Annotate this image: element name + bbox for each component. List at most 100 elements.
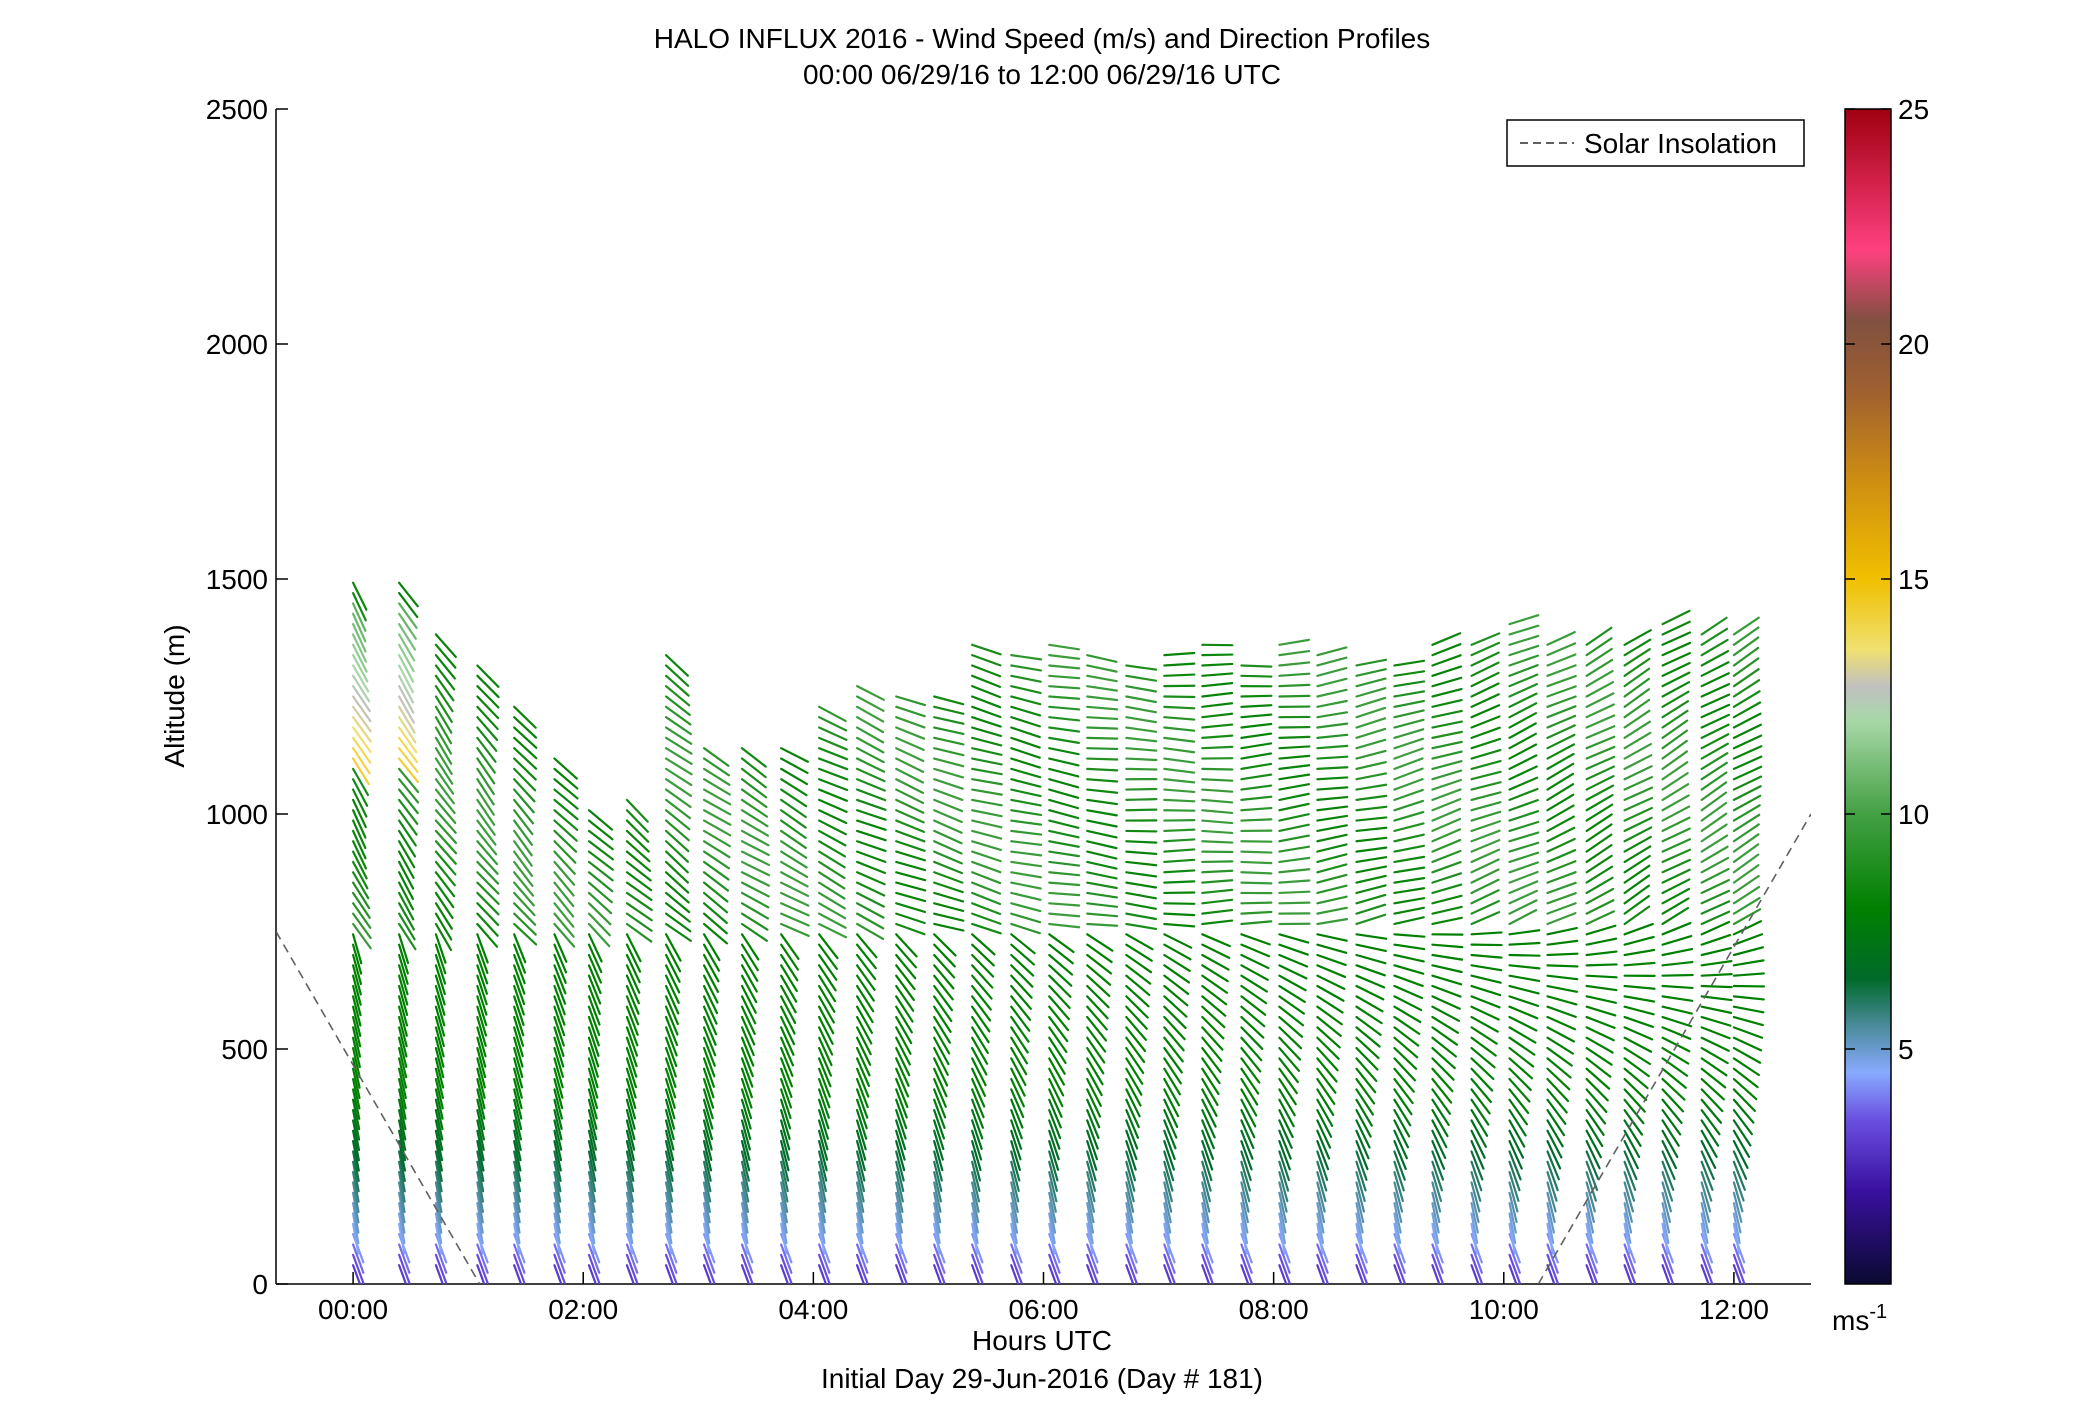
wind-barb: [1470, 1243, 1483, 1274]
wind-barb: [1585, 1140, 1601, 1170]
wind-barb: [1546, 1046, 1573, 1067]
wind-barb: [1048, 788, 1080, 799]
wind-barb: [1700, 713, 1730, 729]
wind-barb: [1508, 908, 1538, 926]
wind-barb: [895, 1067, 910, 1098]
wind-barb: [1623, 1191, 1633, 1224]
wind-barb: [1732, 616, 1760, 636]
wind-barb: [513, 1036, 524, 1068]
wind-barb: [1393, 690, 1426, 698]
wind-barb: [971, 695, 1002, 709]
wind-barb: [1585, 784, 1615, 802]
wind-barb: [1470, 693, 1500, 708]
wind-barb: [1048, 1160, 1058, 1192]
wind-barb: [895, 953, 917, 980]
wind-barb: [1125, 933, 1154, 951]
wind-barb: [1661, 783, 1690, 802]
wind-barb: [1470, 1005, 1500, 1021]
wind-barb: [1125, 1140, 1137, 1171]
wind-barb: [1048, 1129, 1060, 1161]
wind-barb: [351, 1026, 362, 1058]
wind-barb: [1355, 1212, 1364, 1245]
wind-barb: [895, 1160, 905, 1193]
wind-barbs: [351, 581, 1766, 1284]
wind-barb: [1278, 754, 1311, 760]
wind-barb: [1201, 1191, 1210, 1224]
wind-barb: [351, 736, 372, 764]
wind-barb: [1086, 1026, 1107, 1053]
wind-barb: [1508, 974, 1541, 983]
wind-barb: [933, 1098, 946, 1130]
wind-barb: [1431, 943, 1464, 949]
wind-barb: [513, 902, 537, 926]
wind-barb: [1010, 1108, 1023, 1140]
wind-barb: [895, 1264, 905, 1284]
wind-barb: [398, 1191, 406, 1224]
wind-barb: [1661, 750, 1689, 770]
wind-barb: [1732, 794, 1762, 812]
wind-barb: [1086, 1098, 1101, 1129]
wind-barb: [553, 767, 579, 790]
wind-barb: [933, 1026, 951, 1055]
wind-barb: [1201, 1057, 1221, 1085]
wind-barb: [513, 1088, 523, 1120]
wind-barb: [1278, 856, 1311, 864]
wind-barb: [895, 798, 925, 814]
wind-barb: [855, 1057, 870, 1088]
wind-barb: [476, 850, 499, 875]
wind-barb: [664, 767, 693, 787]
wind-barb: [780, 840, 808, 859]
wind-barb: [971, 819, 1003, 829]
wind-barb: [1010, 933, 1036, 955]
wind-barb: [1546, 1181, 1557, 1213]
wind-barb: [1086, 685, 1118, 692]
wind-barb: [1086, 1264, 1096, 1284]
wind-barb: [1732, 897, 1761, 915]
wind-barb: [587, 819, 614, 841]
wind-barb: [780, 1202, 788, 1234]
wind-barb: [1508, 1015, 1538, 1032]
wind-barb: [1546, 664, 1577, 677]
wind-barb: [1546, 974, 1579, 981]
wind-barb: [1661, 878, 1691, 895]
wind-barb: [1163, 838, 1196, 843]
wind-barb: [1278, 1160, 1290, 1192]
wind-barb: [1470, 781, 1502, 791]
wind-barb: [818, 974, 837, 1003]
wind-barb: [971, 1243, 984, 1274]
wind-barb: [1431, 1264, 1441, 1284]
wind-barb: [1010, 902, 1042, 913]
wind-barb: [971, 674, 1002, 688]
wind-barb: [1240, 704, 1273, 708]
wind-barb: [1700, 867, 1730, 884]
wind-barb: [625, 809, 649, 833]
wind-barb: [1201, 1119, 1215, 1150]
wind-barb: [780, 860, 809, 879]
wind-barb: [476, 1264, 486, 1284]
wind-barb: [818, 788, 849, 802]
wind-barb: [1661, 690, 1690, 708]
wind-barb: [855, 747, 885, 764]
wind-barb: [702, 881, 729, 903]
wind-barb: [1048, 881, 1081, 887]
wind-barb: [1086, 674, 1118, 683]
wind-barb: [818, 1181, 827, 1213]
wind-barb: [1732, 1046, 1762, 1064]
wind-barb: [1661, 1243, 1674, 1274]
wind-barb: [1086, 726, 1119, 730]
wind-barb: [780, 964, 798, 993]
wind-barb: [1010, 695, 1042, 706]
wind-barb: [740, 933, 760, 961]
wind-barb: [1125, 1067, 1143, 1096]
wind-barb: [1732, 1067, 1759, 1089]
wind-barb: [664, 881, 690, 904]
wind-barb: [1732, 679, 1761, 698]
wind-barb: [1393, 855, 1426, 864]
wind-barb: [1431, 984, 1462, 998]
wind-barb: [1431, 1181, 1442, 1213]
wind-barb: [476, 1036, 487, 1068]
wind-barb: [1278, 764, 1311, 770]
wind-barb: [1278, 1150, 1290, 1182]
wind-barb: [664, 1108, 675, 1141]
wind-barb: [398, 1129, 407, 1162]
